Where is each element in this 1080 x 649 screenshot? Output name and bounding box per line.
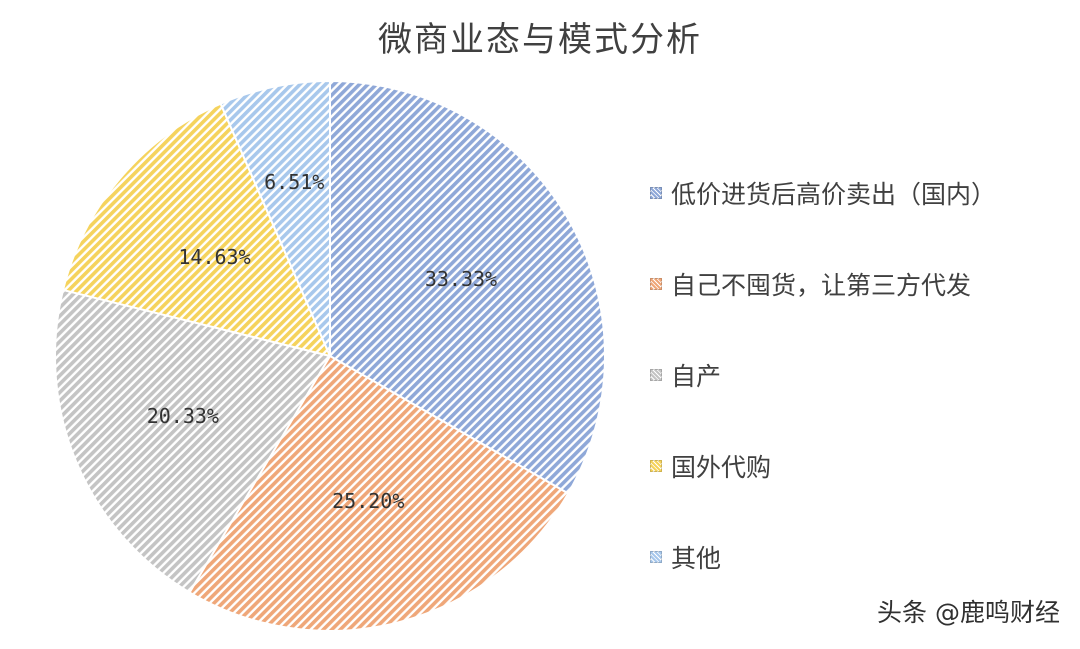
pie-data-label: 20.33% [147,404,219,428]
legend-label: 自产 [671,361,722,391]
legend-label: 低价进货后高价卖出（国内） [671,179,997,209]
pie-data-label: 14.63% [178,245,250,269]
legend-swatch [650,459,662,472]
legend-label: 其他 [671,543,722,573]
legend-item: 其他 [650,534,996,579]
pie-slice [54,288,332,594]
legend-swatch [650,186,662,199]
watermark: 头条 @鹿鸣财经 [877,598,1060,627]
legend-item: 低价进货后高价卖出（国内） [650,170,996,215]
pie-slices [54,79,606,632]
legend-label: 自己不囤货，让第三方代发 [671,270,972,300]
legend-item: 自己不囤货，让第三方代发 [650,261,996,306]
pie-slice [219,79,331,357]
pie-slice [61,102,332,358]
pie-data-label: 33.33% [425,267,497,291]
pie-data-label: 25.20% [332,489,404,513]
pie-slice [329,79,606,495]
pie-slice [188,354,570,632]
legend-swatch [650,277,662,290]
pie-data-labels: 33.33% 25.20% 20.33% 14.63% 6.51% [147,170,497,513]
chart-title: 微商业态与模式分析 [378,20,702,60]
legend-label: 国外代购 [671,452,772,482]
legend-item: 自产 [650,352,996,397]
legend-swatch [650,550,662,563]
pie-data-label: 6.51% [264,170,324,194]
legend-item: 国外代购 [650,443,996,488]
legend-swatch [650,368,662,381]
legend: 低价进货后高价卖出（国内） 自己不囤货，让第三方代发 自产 国外代购 其他 [650,170,996,625]
